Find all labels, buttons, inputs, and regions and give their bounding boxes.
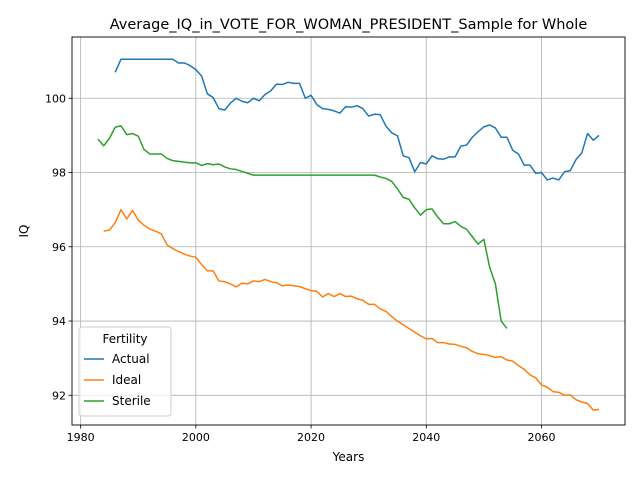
legend-label-sterile: Sterile <box>112 394 151 408</box>
legend-label-actual: Actual <box>112 352 150 366</box>
x-tick-label: 1980 <box>67 431 95 444</box>
y-tick-label: 94 <box>52 315 66 328</box>
series-lines <box>97 58 600 411</box>
x-tick-label: 2020 <box>297 431 325 444</box>
x-tick-label: 2060 <box>527 431 555 444</box>
grid <box>72 37 625 425</box>
x-axis-label: Years <box>332 450 365 464</box>
y-tick-label: 98 <box>52 167 66 180</box>
plot-frame <box>71 36 626 426</box>
y-axis-label: IQ <box>17 225 31 238</box>
legend: Fertility Actual Ideal Sterile <box>78 326 172 417</box>
legend-box <box>78 326 172 417</box>
legend-label-ideal: Ideal <box>112 373 141 387</box>
chart-title: Average_IQ_in_VOTE_FOR_WOMAN_PRESIDENT_S… <box>110 17 588 33</box>
y-tick-label: 96 <box>52 241 66 254</box>
y-axis-ticks: 92 94 96 98 100 <box>45 92 72 402</box>
x-axis-ticks: 1980 2000 2020 2040 2060 <box>67 425 555 444</box>
series-line-actual <box>114 58 600 181</box>
legend-entries: Actual Ideal Sterile <box>84 352 151 408</box>
x-tick-label: 2000 <box>182 431 210 444</box>
x-tick-label: 2040 <box>412 431 440 444</box>
series-line-sterile <box>97 124 508 329</box>
legend-title: Fertility <box>102 332 147 346</box>
y-tick-label: 92 <box>52 389 66 402</box>
series-line-ideal <box>103 208 600 411</box>
y-tick-label: 100 <box>45 92 66 105</box>
